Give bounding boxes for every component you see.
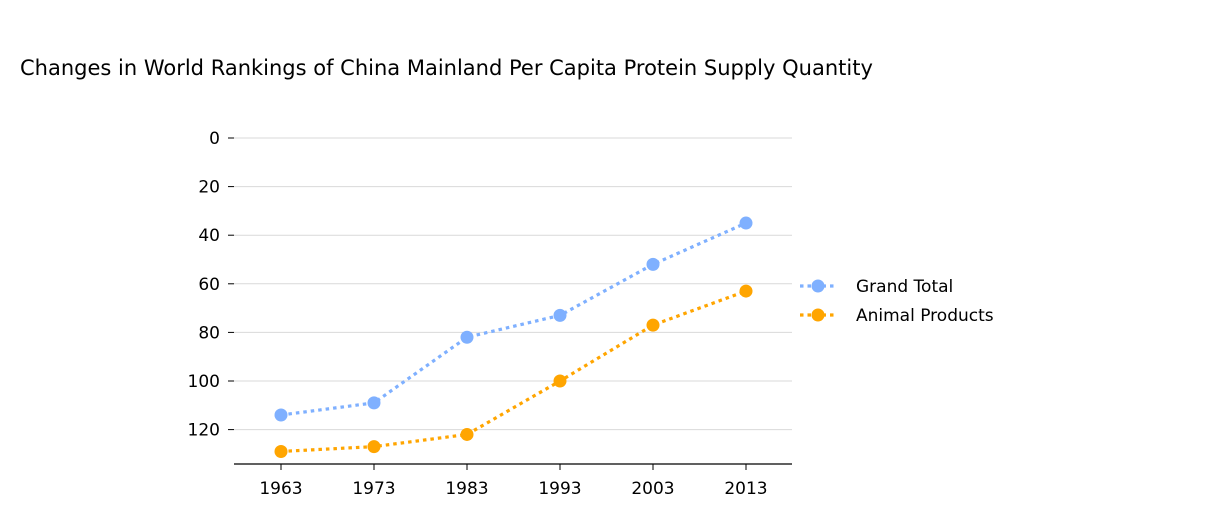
data-point <box>460 427 474 441</box>
data-point <box>460 330 474 344</box>
y-tick-label: 60 <box>198 275 220 295</box>
y-tick-label: 100 <box>188 372 220 392</box>
series-line <box>280 221 747 417</box>
x-tick-label: 2003 <box>631 479 674 499</box>
data-point <box>739 216 753 230</box>
x-tick-label: 1983 <box>445 479 488 499</box>
data-point <box>553 374 567 388</box>
y-tick-label: 0 <box>209 129 220 149</box>
x-tick-label: 1973 <box>352 479 395 499</box>
data-point <box>553 308 567 322</box>
chart-title: Changes in World Rankings of China Mainl… <box>20 56 873 80</box>
series-points <box>274 216 753 458</box>
data-point <box>739 284 753 298</box>
data-point <box>646 318 660 332</box>
x-tick-label: 2013 <box>724 479 767 499</box>
legend-label: Animal Products <box>856 306 994 326</box>
y-tick-label: 20 <box>198 178 220 198</box>
y-tick-label: 120 <box>188 421 220 441</box>
axis-ticks: 0 20 40 60 80 100 120 1963 1973 1983 1993 2003 2013 <box>188 129 768 499</box>
legend-label: Grand Total <box>856 277 953 297</box>
x-tick-label: 1963 <box>259 479 302 499</box>
grid-lines <box>234 137 792 431</box>
legend-marker <box>811 308 825 322</box>
data-point <box>367 396 381 410</box>
y-tick-label: 80 <box>198 323 220 343</box>
series-line <box>280 289 747 454</box>
series-lines <box>280 221 747 454</box>
legend: Grand Total Animal Products <box>800 277 994 326</box>
data-point <box>274 408 288 422</box>
data-point <box>646 257 660 271</box>
y-tick-label: 40 <box>198 226 220 246</box>
legend-marker <box>811 279 825 293</box>
x-tick-label: 1993 <box>538 479 581 499</box>
data-point <box>367 440 381 454</box>
data-point <box>274 444 288 458</box>
